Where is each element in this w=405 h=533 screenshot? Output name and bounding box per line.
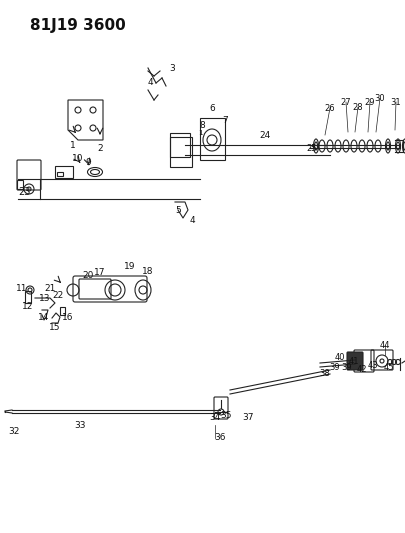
Text: 22: 22: [52, 290, 64, 300]
Text: 9: 9: [85, 157, 91, 166]
Text: 23: 23: [18, 187, 30, 197]
Text: 32: 32: [8, 427, 19, 437]
Text: 1: 1: [197, 130, 202, 136]
Text: 18: 18: [142, 266, 153, 276]
Text: 37: 37: [242, 414, 253, 423]
Text: 35: 35: [220, 411, 231, 421]
FancyBboxPatch shape: [17, 181, 23, 190]
Text: 28: 28: [352, 102, 362, 111]
Text: 29: 29: [364, 98, 374, 107]
Text: 81J19 3600: 81J19 3600: [30, 18, 126, 33]
Text: 30: 30: [374, 93, 384, 102]
Ellipse shape: [396, 142, 399, 150]
Text: 24: 24: [259, 131, 270, 140]
Text: 3: 3: [169, 63, 175, 72]
Text: 26: 26: [324, 103, 335, 112]
Ellipse shape: [394, 139, 399, 153]
Text: 42: 42: [356, 366, 367, 375]
Text: 33: 33: [74, 421, 85, 430]
Text: 44: 44: [379, 341, 389, 350]
Text: 19: 19: [124, 262, 135, 271]
Text: 1: 1: [70, 141, 76, 149]
Ellipse shape: [403, 142, 405, 150]
Text: 6: 6: [209, 103, 214, 112]
Text: 41: 41: [348, 358, 358, 367]
Text: 11: 11: [16, 284, 28, 293]
Text: 13: 13: [39, 294, 51, 303]
Text: 43: 43: [367, 360, 377, 369]
Ellipse shape: [90, 169, 99, 174]
Text: 4: 4: [147, 77, 152, 86]
Ellipse shape: [386, 142, 388, 150]
FancyBboxPatch shape: [346, 352, 362, 370]
Text: 8: 8: [198, 120, 205, 130]
Text: 21: 21: [44, 284, 55, 293]
Text: 4: 4: [189, 215, 194, 224]
FancyBboxPatch shape: [79, 279, 111, 299]
Text: 38: 38: [319, 368, 330, 377]
Text: 12: 12: [22, 302, 34, 311]
Ellipse shape: [401, 139, 405, 153]
Text: 39: 39: [341, 364, 352, 373]
Text: 36: 36: [214, 432, 225, 441]
Text: 5: 5: [175, 206, 181, 214]
Text: 27: 27: [340, 98, 350, 107]
Ellipse shape: [385, 139, 390, 153]
Text: 39: 39: [329, 364, 339, 373]
Text: 2: 2: [97, 143, 102, 152]
Text: 45: 45: [383, 364, 393, 373]
Text: 34: 34: [209, 413, 220, 422]
Circle shape: [217, 409, 224, 415]
Text: 14: 14: [38, 313, 49, 322]
Ellipse shape: [314, 142, 317, 150]
Text: 10: 10: [72, 154, 83, 163]
Text: 31: 31: [390, 98, 400, 107]
Text: 17: 17: [94, 268, 105, 277]
Text: 40: 40: [334, 352, 344, 361]
Text: 16: 16: [62, 313, 74, 322]
Text: 15: 15: [49, 322, 61, 332]
Text: 25: 25: [306, 143, 316, 152]
Ellipse shape: [313, 139, 318, 153]
Text: 20: 20: [82, 271, 94, 279]
Text: 7: 7: [222, 116, 227, 125]
